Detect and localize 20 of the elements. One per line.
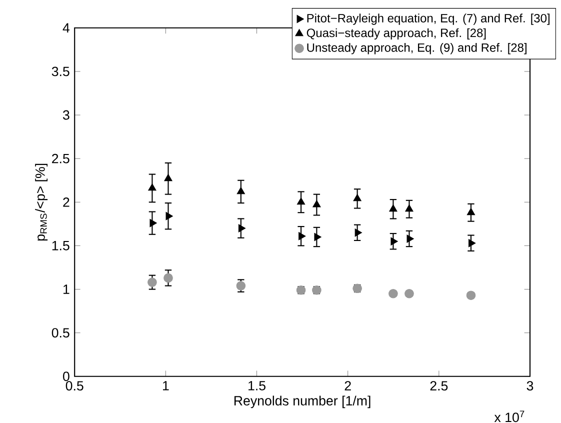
x-tick-label: 2 xyxy=(344,381,351,390)
y-tick-label: 3 xyxy=(62,110,70,120)
text: x 10$^{7}$ xyxy=(494,410,524,422)
x-tick-label: 1 xyxy=(163,381,169,390)
y-tick-label: 2 xyxy=(63,197,70,207)
x-tick-label: 3 xyxy=(526,381,534,391)
x-tick-label: 1.5 xyxy=(248,381,266,390)
x-axis-title: Reynolds number [1/m] xyxy=(234,396,370,408)
y-tick-label: 0 xyxy=(63,372,70,382)
y-tick-label: 1 xyxy=(64,284,70,294)
legend-label: Pitot−Rayleigh equation, Eq. (7) and Ref. [30] xyxy=(307,14,550,25)
y-tick-label: 4 xyxy=(62,23,70,32)
y-axis-title: p$_{RMS}$/<p> [%] xyxy=(35,164,48,241)
y-tick-label: 3.5 xyxy=(52,66,70,76)
x-tick-label: 2.5 xyxy=(430,381,448,391)
y-tick-label: 2.5 xyxy=(52,154,70,164)
legend-label: Unsteady approach, Eq. (9) and Ref. [28] xyxy=(307,43,526,54)
y-tick-label: 1.5 xyxy=(52,241,70,250)
legend-label: Quasi−steady approach, Ref. [28] xyxy=(306,28,486,40)
y-tick-label: 0.5 xyxy=(52,328,70,338)
